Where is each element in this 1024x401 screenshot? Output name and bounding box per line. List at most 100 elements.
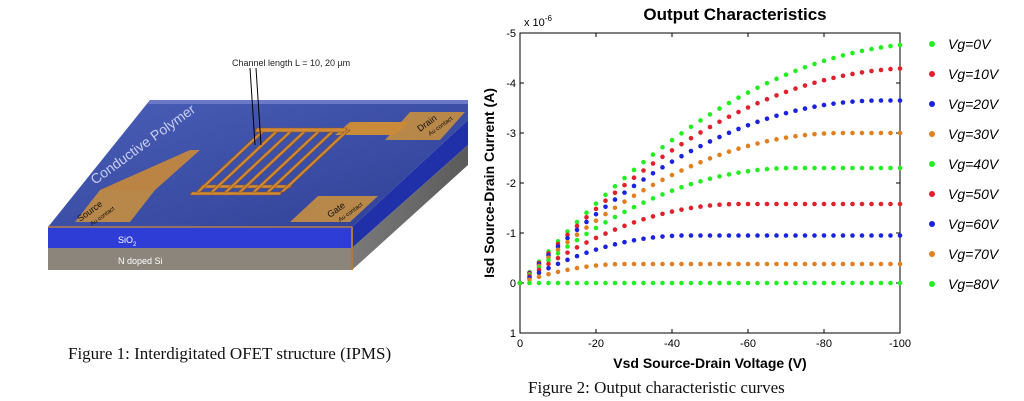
- data-point: [698, 130, 703, 135]
- data-point: [574, 280, 580, 286]
- data-point: [565, 250, 570, 255]
- data-point: [840, 130, 846, 136]
- series-vg-30v: [517, 130, 903, 286]
- data-point: [897, 42, 903, 48]
- data-point: [774, 113, 779, 119]
- data-point: [764, 139, 770, 144]
- data-point: [574, 219, 580, 225]
- data-point: [698, 179, 703, 184]
- data-point: [764, 116, 770, 121]
- data-point: [555, 255, 561, 261]
- data-point: [736, 126, 741, 132]
- data-point: [688, 163, 694, 169]
- data-point: [565, 232, 570, 238]
- data-point: [717, 261, 722, 267]
- data-point: [707, 156, 713, 161]
- data-point: [565, 244, 570, 249]
- data-point: [574, 227, 580, 233]
- data-point: [821, 102, 827, 108]
- data-point: [603, 280, 608, 286]
- y-axis-label: Isd Source-Drain Current (A): [481, 88, 497, 278]
- data-point: [726, 280, 732, 286]
- legend-marker: [929, 251, 935, 257]
- data-point: [631, 204, 637, 210]
- data-point: [574, 237, 580, 243]
- data-point: [631, 175, 637, 180]
- data-point: [584, 240, 589, 245]
- legend-marker: [929, 161, 935, 167]
- data-point: [774, 76, 779, 82]
- figure2-caption: Figure 2: Output characteristic curves: [528, 378, 785, 397]
- y-scale-label: x 10-6: [524, 14, 552, 29]
- data-point: [593, 218, 599, 224]
- oxide-front: [48, 227, 352, 248]
- data-point: [584, 250, 589, 256]
- data-point: [631, 167, 637, 173]
- data-point: [631, 183, 637, 189]
- data-point: [612, 214, 618, 220]
- data-point: [660, 165, 665, 170]
- data-point: [603, 231, 608, 236]
- data-point: [812, 131, 817, 137]
- data-point: [603, 262, 608, 268]
- y-tick-label: -4: [506, 78, 516, 90]
- data-point: [793, 108, 798, 114]
- data-point: [660, 144, 665, 150]
- data-point: [688, 148, 694, 154]
- data-point: [793, 201, 798, 207]
- data-point: [555, 269, 561, 275]
- legend-marker: [929, 281, 935, 287]
- data-point: [812, 104, 817, 109]
- data-point: [641, 216, 646, 222]
- x-tick-label: -60: [740, 338, 756, 350]
- legend-label: Vg=50V: [948, 186, 1000, 202]
- data-point: [840, 233, 846, 238]
- data-point: [622, 261, 627, 267]
- data-point: [840, 261, 846, 267]
- data-point: [802, 233, 808, 238]
- data-point: [812, 61, 817, 67]
- series-vg-10v: [517, 66, 903, 286]
- gate-pad: [290, 196, 378, 222]
- data-point: [593, 247, 599, 252]
- data-point: [736, 146, 741, 152]
- data-point: [831, 55, 836, 61]
- data-point: [707, 203, 713, 208]
- data-point: [774, 166, 779, 171]
- data-point: [574, 245, 580, 250]
- data-point: [622, 223, 627, 229]
- data-point: [593, 263, 599, 268]
- data-point: [821, 261, 827, 267]
- data-point: [745, 122, 751, 128]
- data-point: [603, 204, 608, 210]
- sio2-label: SiO2: [118, 235, 137, 248]
- data-point: [774, 261, 779, 267]
- data-point: [755, 141, 760, 146]
- data-point: [850, 71, 855, 77]
- data-point: [593, 201, 599, 206]
- data-point: [679, 261, 684, 267]
- data-point: [869, 46, 874, 52]
- legend-marker: [929, 41, 935, 47]
- data-point: [745, 261, 751, 267]
- data-point: [726, 114, 732, 120]
- data-point: [850, 261, 855, 267]
- data-point: [641, 261, 646, 267]
- data-point: [555, 261, 561, 267]
- data-point: [850, 280, 855, 286]
- data-point: [660, 154, 665, 160]
- data-point: [888, 233, 893, 238]
- data-point: [840, 201, 846, 207]
- data-point: [650, 170, 656, 176]
- data-point: [584, 231, 589, 237]
- data-point: [717, 152, 722, 158]
- data-point: [726, 233, 732, 238]
- data-point: [527, 277, 532, 283]
- data-point: [755, 261, 760, 267]
- data-point: [669, 280, 675, 286]
- data-point: [745, 280, 751, 286]
- data-point: [641, 200, 646, 205]
- data-point: [802, 132, 808, 138]
- data-point: [612, 261, 618, 267]
- data-point: [774, 137, 779, 142]
